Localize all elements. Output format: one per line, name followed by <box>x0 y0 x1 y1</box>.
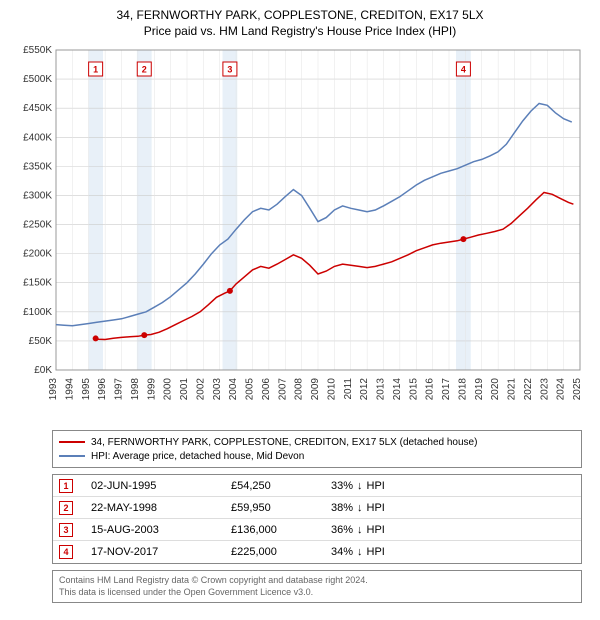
legend-swatch-hpi <box>59 455 85 457</box>
svg-text:2013: 2013 <box>376 378 387 401</box>
arrow-down-icon: ↓ <box>357 502 363 514</box>
svg-text:1999: 1999 <box>146 378 157 401</box>
sale-marker-1: 1 <box>59 479 73 493</box>
svg-text:£50K: £50K <box>29 336 53 347</box>
svg-text:2006: 2006 <box>261 378 272 401</box>
svg-text:1995: 1995 <box>81 378 92 401</box>
svg-text:1: 1 <box>93 65 98 75</box>
svg-text:£400K: £400K <box>23 132 52 143</box>
table-row: 4 17-NOV-2017£225,00034% ↓ HPI <box>53 541 581 563</box>
svg-text:£250K: £250K <box>23 220 52 231</box>
svg-text:2019: 2019 <box>474 378 485 401</box>
svg-text:£500K: £500K <box>23 74 52 85</box>
title-line1: 34, FERNWORTHY PARK, COPPLESTONE, CREDIT… <box>10 8 590 22</box>
table-row: 1 02-JUN-1995£54,25033% ↓ HPI <box>53 475 581 497</box>
sale-price: £59,950 <box>231 502 331 514</box>
legend-label-property: 34, FERNWORTHY PARK, COPPLESTONE, CREDIT… <box>91 437 477 448</box>
svg-text:2007: 2007 <box>277 378 288 401</box>
sale-price: £225,000 <box>231 546 331 558</box>
svg-text:2001: 2001 <box>179 378 190 401</box>
sale-date: 17-NOV-2017 <box>91 546 231 558</box>
title-block: 34, FERNWORTHY PARK, COPPLESTONE, CREDIT… <box>10 8 590 38</box>
svg-text:3: 3 <box>227 65 232 75</box>
svg-text:2005: 2005 <box>245 378 256 401</box>
svg-text:2: 2 <box>142 65 147 75</box>
svg-text:2021: 2021 <box>507 378 518 401</box>
svg-text:1996: 1996 <box>97 378 108 401</box>
svg-text:4: 4 <box>461 65 466 75</box>
attribution: Contains HM Land Registry data © Crown c… <box>52 570 582 603</box>
svg-text:2025: 2025 <box>572 378 583 401</box>
arrow-down-icon: ↓ <box>357 524 363 536</box>
sale-pct-vs-hpi: 33% ↓ HPI <box>331 480 451 492</box>
svg-text:2002: 2002 <box>195 378 206 401</box>
svg-text:2010: 2010 <box>326 378 337 401</box>
svg-text:2018: 2018 <box>457 378 468 401</box>
legend-row-property: 34, FERNWORTHY PARK, COPPLESTONE, CREDIT… <box>59 435 575 449</box>
svg-text:1993: 1993 <box>48 378 59 401</box>
sales-table: 1 02-JUN-1995£54,25033% ↓ HPI 2 22-MAY-1998… <box>52 474 582 564</box>
legend-label-hpi: HPI: Average price, detached house, Mid … <box>91 451 304 462</box>
svg-text:1994: 1994 <box>64 378 75 401</box>
svg-text:2000: 2000 <box>163 378 174 401</box>
legend-row-hpi: HPI: Average price, detached house, Mid … <box>59 449 575 463</box>
svg-text:£300K: £300K <box>23 190 52 201</box>
svg-text:1997: 1997 <box>114 378 125 401</box>
svg-text:2022: 2022 <box>523 378 534 401</box>
svg-text:2015: 2015 <box>408 378 419 401</box>
svg-text:2016: 2016 <box>425 378 436 401</box>
table-row: 2 22-MAY-1998£59,95038% ↓ HPI <box>53 497 581 519</box>
sale-price: £54,250 <box>231 480 331 492</box>
chart-area: £0K £50K £100K £150K £200K £250K £300K £350K £40… <box>10 44 588 424</box>
attribution-line2: This data is licensed under the Open Gov… <box>59 587 575 599</box>
svg-text:2004: 2004 <box>228 378 239 401</box>
sale-marker-4: 4 <box>59 545 73 559</box>
svg-text:1998: 1998 <box>130 378 141 401</box>
svg-text:£0K: £0K <box>34 365 52 376</box>
svg-text:£150K: £150K <box>23 278 52 289</box>
svg-text:2023: 2023 <box>539 378 550 401</box>
chart-svg: £0K £50K £100K £150K £200K £250K £300K £350K £40… <box>10 44 588 424</box>
svg-text:2020: 2020 <box>490 378 501 401</box>
sale-price: £136,000 <box>231 524 331 536</box>
table-row: 3 15-AUG-2003£136,00036% ↓ HPI <box>53 519 581 541</box>
legend: 34, FERNWORTHY PARK, COPPLESTONE, CREDIT… <box>52 430 582 468</box>
svg-text:2024: 2024 <box>556 378 567 401</box>
sale-pct-vs-hpi: 36% ↓ HPI <box>331 524 451 536</box>
sale-marker-3: 3 <box>59 523 73 537</box>
svg-text:2014: 2014 <box>392 378 403 401</box>
sale-pct-vs-hpi: 34% ↓ HPI <box>331 546 451 558</box>
sale-date: 22-MAY-1998 <box>91 502 231 514</box>
svg-text:2008: 2008 <box>294 378 305 401</box>
svg-text:2003: 2003 <box>212 378 223 401</box>
legend-swatch-property <box>59 441 85 443</box>
svg-text:£350K: £350K <box>23 161 52 172</box>
sale-pct-vs-hpi: 38% ↓ HPI <box>331 502 451 514</box>
svg-text:2009: 2009 <box>310 378 321 401</box>
arrow-down-icon: ↓ <box>357 480 363 492</box>
chart-container: 34, FERNWORTHY PARK, COPPLESTONE, CREDIT… <box>0 0 600 620</box>
sale-date: 15-AUG-2003 <box>91 524 231 536</box>
title-line2: Price paid vs. HM Land Registry's House … <box>10 24 590 38</box>
sale-marker-2: 2 <box>59 501 73 515</box>
svg-text:2012: 2012 <box>359 378 370 401</box>
sale-date: 02-JUN-1995 <box>91 480 231 492</box>
svg-text:2011: 2011 <box>343 378 354 400</box>
attribution-line1: Contains HM Land Registry data © Crown c… <box>59 575 575 587</box>
svg-text:2017: 2017 <box>441 378 452 401</box>
arrow-down-icon: ↓ <box>357 546 363 558</box>
svg-text:£100K: £100K <box>23 307 52 318</box>
svg-text:£200K: £200K <box>23 249 52 260</box>
svg-text:£550K: £550K <box>23 45 52 56</box>
svg-text:£450K: £450K <box>23 103 52 114</box>
